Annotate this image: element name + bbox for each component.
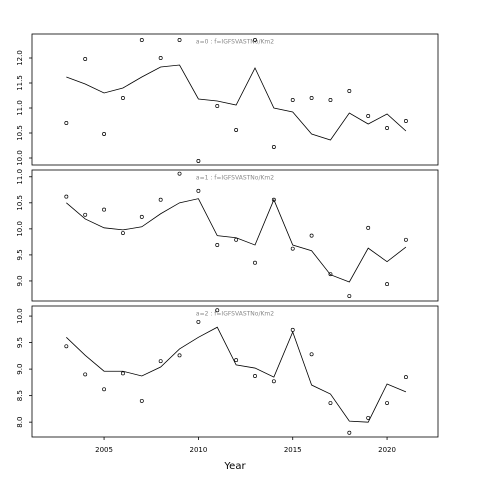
y-tick-label: 10.5 <box>16 125 24 141</box>
panel-frame <box>31 33 439 166</box>
observation-point <box>120 371 125 376</box>
panel-label: a=2 : f=IGFSVASTNo/Km2 <box>196 311 274 318</box>
y-tick-label: 9.5 <box>16 249 24 260</box>
observation-point <box>253 374 257 378</box>
observation-point <box>196 319 201 324</box>
y-tick-label: 11.5 <box>16 75 24 91</box>
observation-point <box>83 372 88 377</box>
observation-point <box>64 194 69 199</box>
observation-point <box>196 188 201 193</box>
observation-point <box>158 56 163 60</box>
fit-line <box>66 64 407 141</box>
panel-label: a=0 : f=IGFSVASTNo/Km2 <box>196 39 274 46</box>
observation-point <box>328 272 333 277</box>
observation-point <box>385 401 390 406</box>
y-tick-label: 10.5 <box>16 195 24 211</box>
observation-point <box>177 171 182 176</box>
y-tick-label: 11.0 <box>16 100 24 116</box>
observation-point <box>328 401 333 406</box>
x-tick-label: 2010 <box>189 446 207 454</box>
x-axis-label: Year <box>223 461 246 472</box>
observation-point <box>102 387 107 392</box>
y-tick-label: 11.0 <box>16 169 24 185</box>
y-tick-label: 10.0 <box>16 308 24 324</box>
y-tick-label: 12.0 <box>16 50 24 66</box>
observation-point <box>64 344 69 349</box>
observation-point <box>120 96 125 100</box>
y-tick-label: 9.0 <box>16 275 24 286</box>
observation-point <box>177 38 182 42</box>
observation-point <box>215 243 220 247</box>
observation-point <box>290 98 295 102</box>
x-tick-label: 2015 <box>284 446 302 454</box>
y-tick-label: 9.5 <box>16 337 24 348</box>
x-tick-label: 2020 <box>378 446 396 454</box>
observation-point <box>309 352 314 357</box>
observation-point <box>158 197 163 202</box>
observation-point <box>196 159 201 163</box>
fit-line <box>66 198 407 283</box>
observation-point <box>253 38 257 42</box>
observation-point <box>271 379 276 384</box>
observation-point <box>347 294 352 299</box>
observation-point <box>403 237 408 242</box>
observation-point <box>309 233 314 238</box>
observation-point <box>158 359 163 364</box>
observation-point <box>120 231 125 235</box>
observation-point <box>271 197 276 202</box>
observation-point <box>347 430 352 435</box>
observation-point <box>102 207 107 212</box>
observation-point <box>328 98 333 102</box>
observation-point <box>83 57 88 61</box>
y-tick-label: 10.0 <box>16 150 24 166</box>
observation-point <box>102 132 107 136</box>
x-tick-label: 2005 <box>95 446 113 454</box>
observation-point <box>366 225 371 230</box>
observation-point <box>234 128 239 132</box>
y-tick-label: 8.0 <box>16 417 24 428</box>
observation-point <box>177 353 182 358</box>
observation-point <box>83 212 88 217</box>
observation-point <box>290 246 295 251</box>
observation-point <box>385 126 390 130</box>
observation-point <box>234 358 239 363</box>
panel-frame <box>31 169 439 302</box>
y-tick-label: 10.0 <box>16 221 24 237</box>
observation-point <box>271 145 276 149</box>
observation-point <box>403 375 408 380</box>
observation-point <box>347 89 352 93</box>
observation-point <box>215 104 220 108</box>
observation-point <box>64 121 69 125</box>
fit-line <box>66 326 407 423</box>
panel-frame <box>31 305 439 438</box>
observation-point <box>385 282 390 287</box>
observation-point <box>139 38 144 42</box>
observation-point <box>139 214 144 219</box>
observation-point <box>366 114 371 118</box>
observation-point <box>215 308 220 313</box>
observation-point <box>234 237 239 242</box>
y-tick-label: 8.5 <box>16 390 24 401</box>
y-tick-label: 9.0 <box>16 364 24 375</box>
observation-point <box>309 96 314 100</box>
observation-point <box>139 398 144 403</box>
observation-point <box>253 260 257 265</box>
observation-point <box>366 415 371 420</box>
observation-point <box>403 119 408 123</box>
panel-label: a=1 : f=IGFSVASTNo/Km2 <box>196 175 274 182</box>
